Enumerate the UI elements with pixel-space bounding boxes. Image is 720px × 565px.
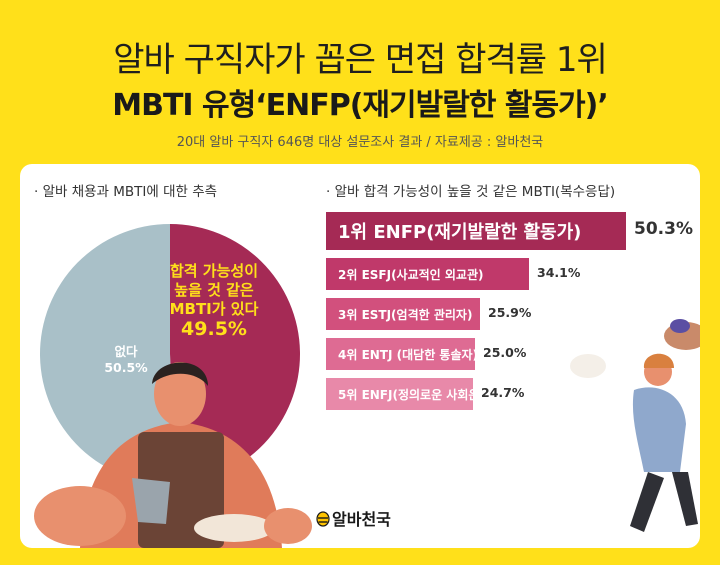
bar-section-title: · 알바 합격 가능성이 높을 것 같은 MBTI(복수응답) [326, 184, 616, 200]
pie-value-yes: 49.5% [181, 318, 247, 341]
albachunguk-logo: 알바천국 [316, 506, 391, 530]
waiter-illustration [570, 319, 700, 532]
pie-slice-no [40, 224, 175, 484]
bar-label-rank-2: 2위 ESFJ(사교적인 외교관) [338, 267, 484, 282]
bar-label-rank-4: 4위 ENTJ (대담한 통솔자) [338, 347, 475, 362]
survey-source: 20대 알바 구직자 646명 대상 설문조사 결과 / 자료제공 : 알바천국 [176, 135, 544, 150]
bar-value-rank-1: 50.3% [634, 219, 693, 239]
bar-label-rank-5: 5위 ENFJ(정의로운 사회운동가) [338, 387, 473, 402]
bee-logo-icon [316, 511, 330, 527]
bar-value-rank-3: 25.9% [488, 305, 532, 320]
bar-value-rank-2: 34.1% [537, 265, 581, 280]
pie-label-yes-line-3: MBTI가 있다 [169, 299, 259, 318]
logo-text: 알바천국 [332, 510, 391, 529]
pie-label-no: 없다 50.5% [88, 344, 164, 375]
pie-chart [34, 224, 312, 548]
bar-rank-4: 4위 ENTJ (대담한 통솔자) [326, 338, 475, 370]
pie-value-no: 50.5% [104, 359, 148, 375]
bar-label-rank-3: 3위 ESTJ(엄격한 관리자) [338, 307, 473, 322]
pie-label-yes-line-1: 합격 가능성이 [169, 262, 259, 280]
pie-label-yes: 합격 가능성이 높을 것 같은 MBTI가 있다 49.5% [144, 262, 284, 342]
bar-rank-3: 3위 ESTJ(엄격한 관리자) [326, 298, 480, 330]
pie-label-no-line-1: 없다 [114, 344, 138, 359]
barista-illustration [34, 362, 312, 548]
bar-value-rank-4: 25.0% [483, 345, 527, 360]
main-subtitle-mbti: MBTI 유형‘ENFP(재기발랄한 활동가)’ [112, 88, 609, 123]
pie-label-yes-line-2: 높을 것 같은 [174, 280, 254, 299]
bar-value-rank-5: 24.7% [481, 385, 525, 400]
main-title: 알바 구직자가 꼽은 면접 합격률 1위 [113, 40, 608, 80]
content-panel: · 알바 채용과 MBTI에 대한 추측 · 알바 합격 가능성이 높을 것 같… [20, 164, 700, 548]
pie-section-title: · 알바 채용과 MBTI에 대한 추측 [34, 184, 218, 200]
bar-rank-2: 2위 ESFJ(사교적인 외교관) [326, 258, 529, 290]
bar-rank-5: 5위 ENFJ(정의로운 사회운동가) [326, 378, 473, 410]
bar-rank-1: 1위 ENFP(재기발랄한 활동가) [326, 212, 626, 250]
pie-slice-yes [170, 224, 301, 484]
bar-label-rank-1: 1위 ENFP(재기발랄한 활동가) [338, 222, 582, 243]
